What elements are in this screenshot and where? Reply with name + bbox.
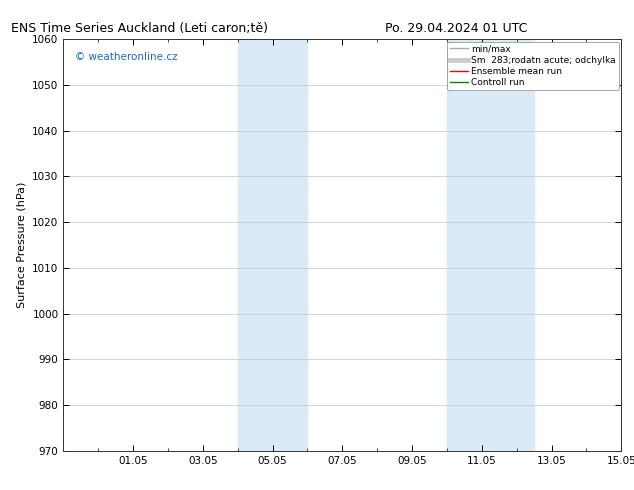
- Text: ENS Time Series Auckland (Leti caron;tě): ENS Time Series Auckland (Leti caron;tě): [11, 22, 268, 35]
- Y-axis label: Surface Pressure (hPa): Surface Pressure (hPa): [16, 182, 27, 308]
- Bar: [238, 39, 307, 451]
- Legend: min/max, Sm  283;rodatn acute; odchylka, Ensemble mean run, Controll run: min/max, Sm 283;rodatn acute; odchylka, …: [447, 42, 619, 90]
- Text: © weatheronline.cz: © weatheronline.cz: [75, 51, 177, 62]
- Text: Po. 29.04.2024 01 UTC: Po. 29.04.2024 01 UTC: [385, 22, 527, 35]
- Bar: [447, 39, 534, 451]
